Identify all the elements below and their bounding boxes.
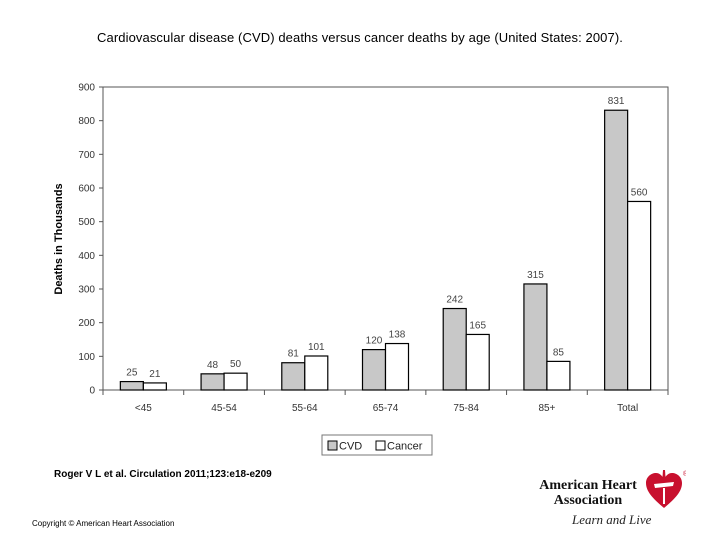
bar-cvd [361, 349, 387, 391]
y-tick-label: 200 [78, 318, 95, 329]
bar-cancer [223, 372, 248, 391]
y-tick-label: 500 [78, 217, 95, 228]
data-label: 85 [553, 347, 565, 358]
x-tick-label: 85+ [538, 403, 555, 414]
aha-logo: American Heart Association ® Learn and L… [538, 468, 688, 530]
data-label: 25 [126, 368, 138, 379]
bar-cancer [142, 382, 167, 391]
heart-torch-icon: ® [646, 470, 686, 508]
x-tick-label: 75-84 [453, 403, 479, 414]
x-tick-label: Total [617, 403, 638, 414]
data-label: 560 [631, 187, 648, 198]
bars: 25 48 81 120 242 315 831 21 50 101 138 165 85 560 [119, 96, 652, 391]
bar-cvd [119, 380, 144, 391]
slide-title: Cardiovascular disease (CVD) deaths vers… [97, 30, 623, 45]
aha-tagline: Learn and Live [572, 512, 652, 527]
data-label: 21 [149, 369, 161, 380]
citation: Roger V L et al. Circulation 2011;123:e1… [54, 469, 272, 480]
bar-cvd [281, 362, 306, 391]
aha-name-line2: Association [553, 493, 623, 508]
y-axis-label: Deaths in Thousands [53, 183, 65, 294]
bar-chart: 0 100 200 300 400 500 600 700 800 900 <45 45-54 55-… [53, 83, 669, 456]
y-tick-label: 100 [78, 352, 95, 363]
bar-cvd [200, 373, 225, 391]
bar-cvd [604, 109, 629, 391]
registered-mark: ® [683, 470, 686, 478]
bar-cancer [627, 200, 652, 391]
bar-cancer [304, 355, 329, 391]
data-label: 50 [230, 359, 242, 370]
data-label: 101 [308, 342, 325, 353]
copyright-notice: Copyright © American Heart Association [32, 519, 175, 528]
data-label: 138 [389, 330, 406, 341]
bar-cvd [523, 283, 548, 391]
x-tick-label: 65-74 [373, 403, 399, 414]
bar-cancer [384, 342, 410, 391]
y-tick-label: 300 [78, 285, 95, 296]
y-tick-label: 0 [89, 386, 95, 397]
bar-cvd [442, 307, 467, 391]
aha-name-line1: American Heart [539, 478, 637, 493]
y-axis: 0 100 200 300 400 500 600 700 800 900 [78, 83, 669, 397]
x-tick-label: 55-64 [292, 403, 318, 414]
data-label: 120 [366, 336, 383, 347]
legend-swatch-cvd [327, 440, 338, 451]
bar-cancer [546, 360, 571, 391]
legend: CVD Cancer [321, 434, 433, 456]
y-tick-label: 400 [78, 251, 95, 262]
aha-name: American Heart Association [538, 478, 638, 508]
legend-swatch-cancer [375, 440, 386, 451]
data-label: 831 [608, 96, 625, 107]
bar-cancer [465, 333, 490, 391]
data-label: 242 [446, 295, 463, 306]
data-label: 315 [527, 270, 544, 281]
legend-label-cvd: CVD [339, 441, 362, 453]
data-label: 48 [207, 360, 219, 371]
x-axis: <45 45-54 55-64 65-74 75-84 85+ Total [102, 390, 669, 414]
y-tick-label: 900 [78, 83, 95, 94]
x-tick-label: 45-54 [211, 403, 237, 414]
y-tick-label: 800 [78, 116, 95, 127]
y-tick-label: 700 [78, 150, 95, 161]
y-tick-label: 600 [78, 184, 95, 195]
x-tick-label: <45 [135, 403, 152, 414]
data-label: 165 [469, 320, 486, 331]
legend-label-cancer: Cancer [387, 441, 423, 453]
data-label: 81 [288, 349, 300, 360]
